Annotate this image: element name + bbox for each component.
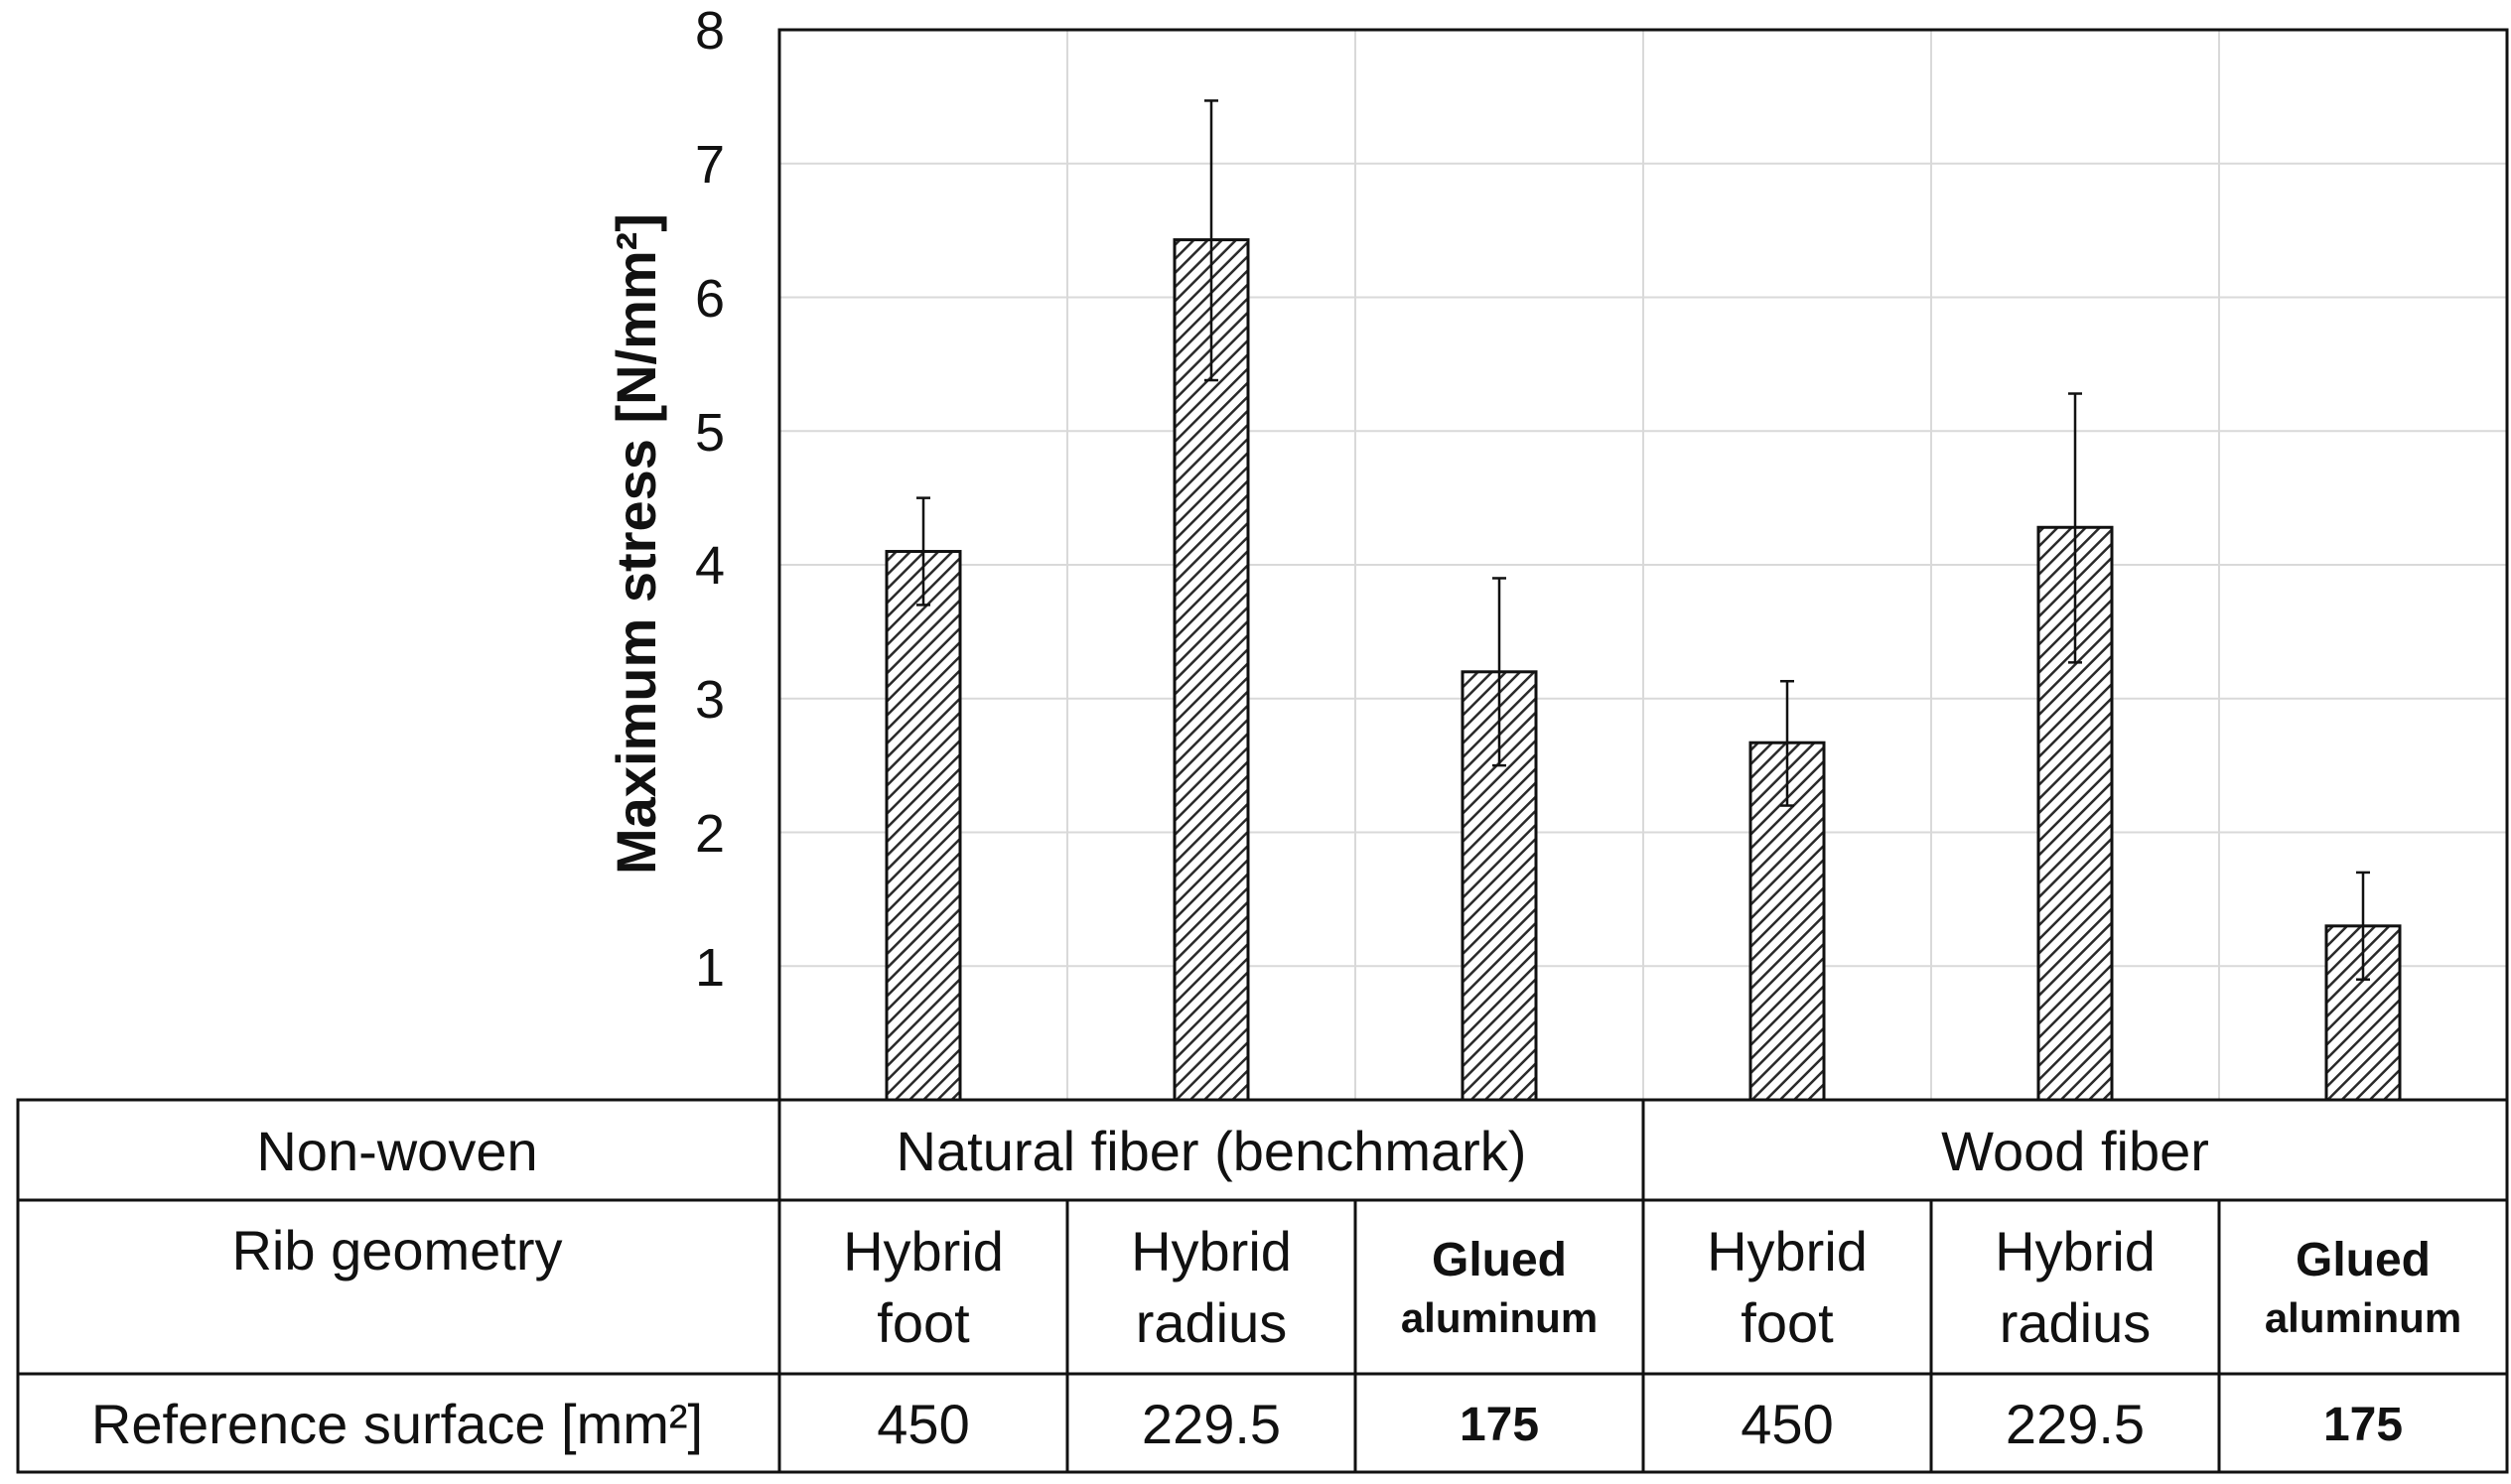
y-tick-label: 1 (695, 938, 725, 998)
y-tick-label: 7 (695, 135, 725, 195)
y-axis-ticks: 1 2 3 4 5 6 7 8 (695, 1, 725, 998)
rib-cell-line2: aluminum (2265, 1294, 2461, 1341)
y-tick-label: 5 (695, 403, 725, 463)
surface-cell: 229.5 (2006, 1393, 2145, 1455)
rib-cell-line1: Hybrid (843, 1220, 1004, 1282)
surface-cell: 175 (1460, 1399, 1539, 1451)
rib-cell-line2: radius (1136, 1291, 1288, 1354)
rib-cell-line1: Hybrid (1131, 1220, 1292, 1282)
y-tick-label: 8 (695, 1, 725, 61)
y-tick-label: 2 (695, 804, 725, 864)
rib-cell-line2: aluminum (1401, 1294, 1598, 1341)
rib-cell-line2: radius (2000, 1291, 2152, 1354)
grid (779, 30, 2507, 1100)
group-natural-fiber: Natural fiber (benchmark) (897, 1120, 1527, 1182)
rib-cell-line1: Glued (2296, 1234, 2431, 1286)
row-label-reference-surface: Reference surface [mm²] (91, 1393, 703, 1455)
surface-cell: 450 (1741, 1393, 1833, 1455)
rib-cell-line2: foot (1741, 1291, 1834, 1354)
surface-cell: 175 (2323, 1399, 2403, 1451)
row-label-nonwoven: Non-woven (256, 1120, 537, 1182)
y-tick-label: 3 (695, 670, 725, 730)
rib-cell-line1: Hybrid (1995, 1220, 2156, 1282)
surface-cell: 450 (877, 1393, 969, 1455)
row-label-rib-geometry: Rib geometry (231, 1219, 562, 1282)
y-tick-label: 6 (695, 269, 725, 329)
rib-cell-line2: foot (877, 1291, 970, 1354)
bar (885, 550, 962, 1102)
surface-cell: 229.5 (1142, 1393, 1281, 1455)
table-grid (16, 1098, 2509, 1474)
rib-cell-line1: Hybrid (1707, 1220, 1868, 1282)
rib-cell-line1: Glued (1432, 1234, 1567, 1286)
bars (885, 99, 2402, 1102)
y-tick-label: 4 (695, 536, 725, 596)
y-axis-title: Maximum stress [N/mm²] (605, 213, 667, 875)
table-frame (16, 1098, 2509, 1474)
group-wood-fiber: Wood fiber (1941, 1120, 2209, 1182)
